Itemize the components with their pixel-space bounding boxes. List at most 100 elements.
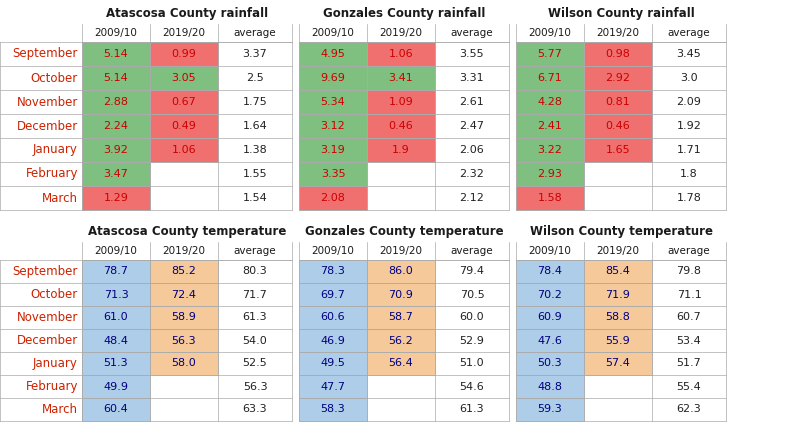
Bar xyxy=(367,42,435,66)
Text: January: January xyxy=(33,357,78,370)
Text: 9.69: 9.69 xyxy=(320,73,345,83)
Text: October: October xyxy=(31,71,78,84)
Text: 71.7: 71.7 xyxy=(242,289,268,300)
Bar xyxy=(584,66,652,90)
Text: 1.06: 1.06 xyxy=(172,145,196,155)
Text: 3.05: 3.05 xyxy=(172,73,196,83)
Text: 60.4: 60.4 xyxy=(104,405,128,414)
Text: Atascosa County rainfall: Atascosa County rainfall xyxy=(106,8,268,21)
Bar xyxy=(150,114,218,138)
Text: 1.92: 1.92 xyxy=(676,121,702,131)
Text: 49.9: 49.9 xyxy=(104,381,128,392)
Text: 50.3: 50.3 xyxy=(538,359,562,368)
Bar xyxy=(82,260,150,283)
Text: 2.41: 2.41 xyxy=(538,121,563,131)
Bar xyxy=(150,66,218,90)
Text: 2009/10: 2009/10 xyxy=(529,246,572,256)
Text: 78.7: 78.7 xyxy=(104,267,128,276)
Text: 0.49: 0.49 xyxy=(172,121,196,131)
Text: 3.92: 3.92 xyxy=(104,145,128,155)
Text: 3.12: 3.12 xyxy=(320,121,345,131)
Text: 1.09: 1.09 xyxy=(388,97,414,107)
Bar xyxy=(516,42,584,66)
Text: 57.4: 57.4 xyxy=(606,359,630,368)
Bar xyxy=(367,114,435,138)
Text: 0.81: 0.81 xyxy=(606,97,630,107)
Text: 47.7: 47.7 xyxy=(320,381,345,392)
Text: 3.22: 3.22 xyxy=(538,145,563,155)
Text: Gonzales County rainfall: Gonzales County rainfall xyxy=(323,8,485,21)
Text: 3.47: 3.47 xyxy=(104,169,128,179)
Text: 70.2: 70.2 xyxy=(538,289,563,300)
Text: 5.14: 5.14 xyxy=(104,73,128,83)
Text: 63.3: 63.3 xyxy=(242,405,268,414)
Text: average: average xyxy=(667,246,710,256)
Text: 0.98: 0.98 xyxy=(606,49,630,59)
Bar xyxy=(367,90,435,114)
Text: 2019/20: 2019/20 xyxy=(597,246,640,256)
Bar xyxy=(584,260,652,283)
Text: 85.4: 85.4 xyxy=(606,267,630,276)
Bar xyxy=(82,306,150,329)
Bar xyxy=(367,306,435,329)
Bar xyxy=(367,283,435,306)
Bar xyxy=(299,114,367,138)
Bar xyxy=(367,260,435,283)
Bar xyxy=(584,306,652,329)
Text: 5.77: 5.77 xyxy=(538,49,563,59)
Bar xyxy=(584,283,652,306)
Bar xyxy=(150,138,218,162)
Text: 52.5: 52.5 xyxy=(242,359,268,368)
Text: 47.6: 47.6 xyxy=(538,335,563,346)
Text: 58.3: 58.3 xyxy=(320,405,345,414)
Text: November: November xyxy=(16,95,78,108)
Text: 2.47: 2.47 xyxy=(460,121,484,131)
Text: 2009/10: 2009/10 xyxy=(95,28,137,38)
Text: September: September xyxy=(13,48,78,60)
Text: 53.4: 53.4 xyxy=(676,335,702,346)
Text: 71.9: 71.9 xyxy=(606,289,630,300)
Bar xyxy=(584,138,652,162)
Text: February: February xyxy=(25,380,78,393)
Text: 54.0: 54.0 xyxy=(242,335,268,346)
Text: 1.71: 1.71 xyxy=(676,145,702,155)
Text: 4.28: 4.28 xyxy=(538,97,563,107)
Text: 1.75: 1.75 xyxy=(242,97,268,107)
Text: 2.5: 2.5 xyxy=(246,73,264,83)
Text: 58.0: 58.0 xyxy=(172,359,196,368)
Text: 2.32: 2.32 xyxy=(460,169,484,179)
Text: average: average xyxy=(451,28,493,38)
Bar xyxy=(82,398,150,421)
Text: 2.93: 2.93 xyxy=(538,169,563,179)
Bar xyxy=(367,66,435,90)
Bar xyxy=(516,352,584,375)
Text: 60.0: 60.0 xyxy=(460,313,484,322)
Text: 71.1: 71.1 xyxy=(676,289,702,300)
Text: 86.0: 86.0 xyxy=(388,267,414,276)
Text: 3.45: 3.45 xyxy=(676,49,702,59)
Bar xyxy=(299,90,367,114)
Text: 69.7: 69.7 xyxy=(320,289,345,300)
Text: 1.54: 1.54 xyxy=(242,193,268,203)
Bar xyxy=(516,186,584,210)
Text: 1.55: 1.55 xyxy=(242,169,268,179)
Text: January: January xyxy=(33,143,78,157)
Bar xyxy=(82,90,150,114)
Bar xyxy=(299,260,367,283)
Text: Wilson County rainfall: Wilson County rainfall xyxy=(547,8,694,21)
Text: Gonzales County temperature: Gonzales County temperature xyxy=(305,225,504,238)
Text: 61.3: 61.3 xyxy=(242,313,268,322)
Bar xyxy=(367,352,435,375)
Bar xyxy=(516,162,584,186)
Text: 2.08: 2.08 xyxy=(320,193,345,203)
Text: 3.0: 3.0 xyxy=(680,73,697,83)
Bar xyxy=(150,329,218,352)
Text: average: average xyxy=(234,28,277,38)
Bar xyxy=(299,283,367,306)
Text: 2019/20: 2019/20 xyxy=(162,246,205,256)
Text: 85.2: 85.2 xyxy=(172,267,196,276)
Text: 78.4: 78.4 xyxy=(538,267,563,276)
Bar xyxy=(584,329,652,352)
Text: 2009/10: 2009/10 xyxy=(311,28,354,38)
Text: average: average xyxy=(451,246,493,256)
